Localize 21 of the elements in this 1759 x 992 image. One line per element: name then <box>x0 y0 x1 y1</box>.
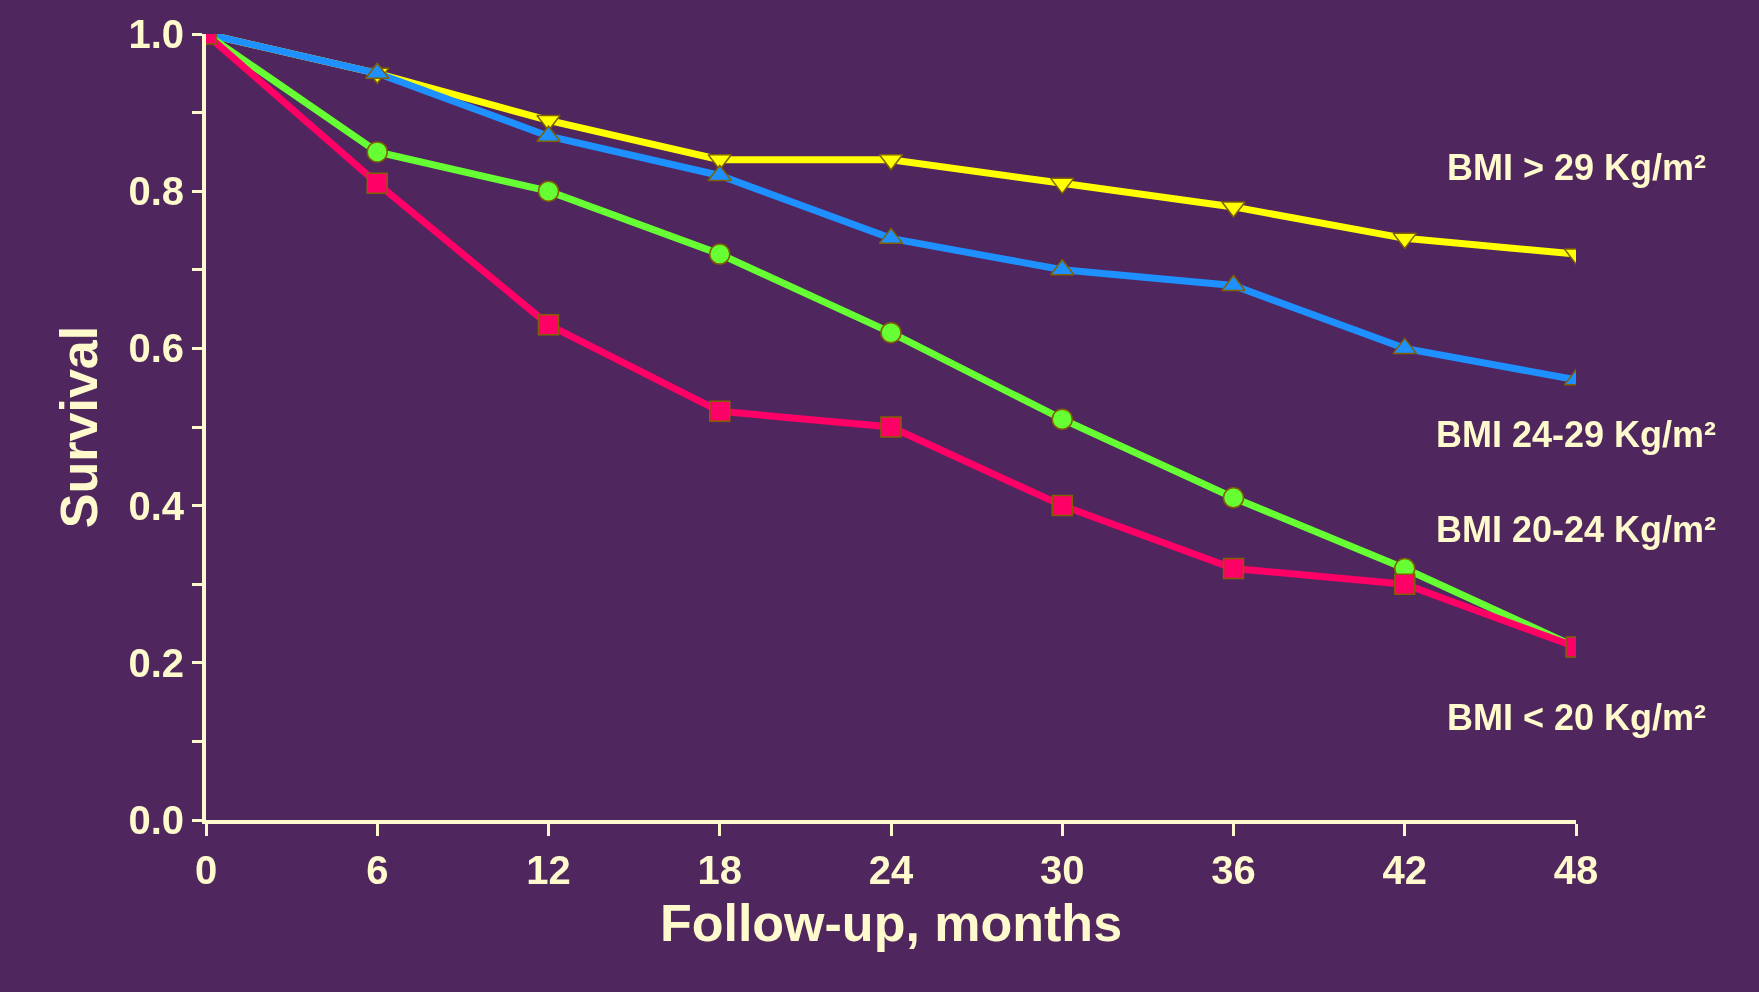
x-tick-label: 6 <box>366 848 389 892</box>
x-tick-label: 42 <box>1382 848 1427 892</box>
y-tick-label: 0.8 <box>128 169 184 214</box>
x-tick-label: 48 <box>1553 848 1599 892</box>
y-tick-label: 1.0 <box>128 12 184 56</box>
series-label: BMI 20-24 Kg/m² <box>1436 509 1717 550</box>
x-tick-label: 18 <box>697 848 742 892</box>
x-tick-label: 24 <box>868 848 914 892</box>
series-label: BMI < 20 Kg/m² <box>1447 697 1707 738</box>
series-label: BMI > 29 Kg/m² <box>1447 147 1707 188</box>
y-tick-label: 0.6 <box>128 326 184 371</box>
y-axis-title: Survival <box>50 325 109 529</box>
y-tick-label: 0.4 <box>128 483 185 528</box>
x-tick-label: 0 <box>194 848 218 892</box>
x-tick-label: 12 <box>526 848 571 892</box>
series-label: BMI 24-29 Kg/m² <box>1436 414 1717 455</box>
y-tick-label: 0.2 <box>128 640 184 685</box>
x-tick-label: 36 <box>1211 848 1256 892</box>
x-tick-label: 30 <box>1040 848 1085 892</box>
y-tick-label: 0.0 <box>128 798 184 842</box>
x-axis-title: Follow-up, months <box>659 894 1123 953</box>
